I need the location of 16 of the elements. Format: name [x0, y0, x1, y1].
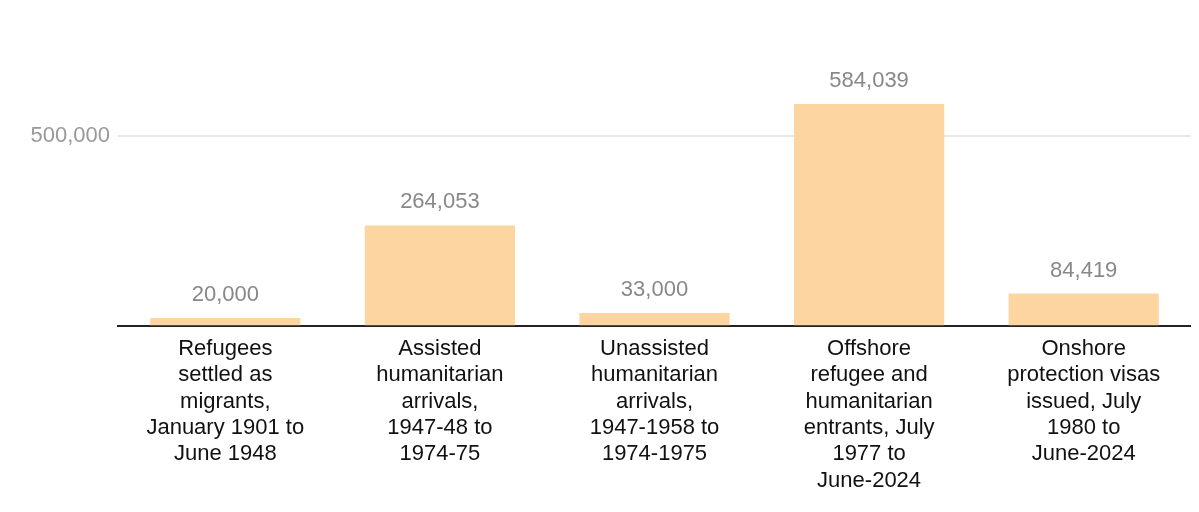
data-label: 20,000: [191, 281, 259, 307]
data-label: 264,053: [400, 188, 480, 214]
x-tick-label: Assisted humanitarian arrivals, 1947-48 to 1974-75: [376, 334, 504, 466]
x-tick-label: Offshore refugee and humanitarian entrants, July 1977 to June-2024: [803, 334, 935, 492]
data-label: 84,419: [1050, 256, 1118, 282]
ref-line-label: 500,000: [30, 122, 110, 147]
x-tick-label: Unassisted humanitarian arrivals, 1947-1958 to 1974-1975: [589, 334, 720, 466]
data-label: 584,039: [829, 67, 909, 93]
data-label: 33,000: [620, 276, 689, 302]
bar: [364, 225, 516, 326]
x-tick-label: Refugees settled as migrants, January 1901 to June 1948: [146, 334, 305, 466]
bar: [150, 318, 301, 326]
x-tick-label: Onshore protection visas issued, July 1980 to June-2024: [1007, 334, 1161, 466]
bar: [579, 313, 730, 326]
bar: [793, 104, 945, 326]
bar: [1008, 293, 1159, 326]
